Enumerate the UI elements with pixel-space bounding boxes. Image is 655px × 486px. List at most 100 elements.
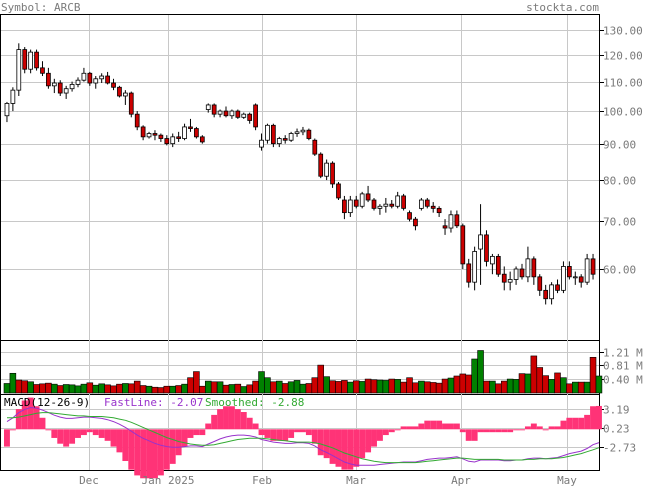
- price-tick-label: 60.00: [603, 264, 636, 277]
- macd-smoothed-line: [7, 412, 600, 464]
- volume-bar: [311, 377, 319, 394]
- candle: [513, 266, 519, 285]
- volume-bar: [577, 381, 585, 394]
- candle: [87, 71, 93, 86]
- macd-histogram-bar: [430, 420, 437, 430]
- candle: [205, 103, 211, 113]
- macd-histogram-bar: [57, 429, 64, 444]
- candle-body: [549, 284, 554, 300]
- volume-bar: [329, 380, 336, 394]
- candle-body: [377, 205, 383, 209]
- volume-bar: [276, 380, 283, 394]
- macd-histogram-bar: [424, 420, 431, 430]
- macd-histogram-bar: [548, 426, 555, 430]
- candle: [117, 85, 122, 98]
- volume-bar: [459, 373, 467, 394]
- candle-body: [294, 131, 300, 134]
- macd-histogram-bar: [453, 423, 460, 430]
- candle: [318, 152, 324, 179]
- volume-bar: [252, 380, 259, 394]
- candle: [128, 91, 134, 118]
- candle: [81, 67, 87, 82]
- macd-histogram-bar: [489, 429, 496, 433]
- candle: [22, 47, 28, 74]
- macd-histogram-bar: [187, 429, 194, 438]
- candle-body: [395, 195, 401, 207]
- macd-histogram-bar: [566, 417, 573, 430]
- date-tick-label: Dec: [79, 474, 99, 486]
- macd-histogram-bar: [542, 429, 549, 431]
- macd-histogram-bar: [459, 429, 466, 433]
- candle: [413, 216, 418, 231]
- volume-bar: [80, 383, 88, 394]
- candle-body: [4, 103, 10, 117]
- macd-lines: [6, 406, 600, 466]
- candle: [140, 125, 146, 141]
- candle: [28, 49, 33, 74]
- macd-histogram-bar: [15, 409, 22, 430]
- macd-histogram-bar: [418, 423, 425, 430]
- price-tick-label: 90.00: [603, 139, 636, 152]
- candle-body: [93, 78, 99, 84]
- volume-bar: [204, 380, 212, 394]
- macd-histogram-bar: [329, 429, 336, 464]
- candle: [472, 246, 477, 291]
- date-tick-label: Jan 2025: [142, 474, 195, 486]
- macd-histogram-bar: [323, 429, 330, 459]
- volume-bar: [169, 385, 176, 394]
- macd-histogram-bar: [311, 429, 318, 444]
- candle-body: [430, 205, 436, 209]
- macd-histogram-bar: [554, 426, 561, 430]
- candle-body: [478, 234, 483, 250]
- macd-histogram-bar: [507, 429, 514, 433]
- macd-histogram-bar: [483, 429, 490, 433]
- candle-body: [211, 104, 217, 115]
- candle-body: [501, 273, 507, 283]
- volume-tick-label: 0.40 M: [603, 374, 643, 387]
- candle-body: [555, 284, 560, 291]
- candle-body: [365, 193, 371, 201]
- macd-smoothed-label: Smoothed: -2.88: [205, 396, 304, 409]
- candle-body: [330, 162, 335, 185]
- volume-bar: [542, 375, 549, 394]
- macd-histogram-bar: [21, 400, 28, 430]
- macd-histogram-bar: [51, 429, 58, 438]
- candle-body: [199, 136, 205, 143]
- volume-bar: [554, 372, 561, 394]
- price-tick-label: 80.00: [603, 175, 636, 188]
- candle-body: [259, 139, 264, 148]
- candle: [294, 128, 300, 137]
- volume-axis: 1.21 M0.81 M0.40 M: [600, 347, 643, 387]
- date-tick-label: Mar: [346, 474, 366, 486]
- volume-bar: [187, 377, 194, 394]
- macd-histogram-bar: [86, 429, 93, 433]
- volume-bar: [33, 384, 40, 394]
- candle: [46, 67, 51, 89]
- candle: [158, 133, 164, 142]
- macd-histogram-bar: [400, 426, 407, 430]
- candle: [99, 73, 105, 84]
- candle: [561, 261, 566, 294]
- candle-body: [271, 124, 276, 145]
- candle-body: [253, 104, 258, 128]
- volume-bar: [139, 385, 147, 394]
- candle: [543, 284, 549, 305]
- candle-body: [401, 195, 406, 209]
- macd-histogram-bar: [98, 429, 105, 438]
- macd-histogram-bar: [300, 429, 306, 433]
- volume-bar: [347, 381, 354, 394]
- candle-body: [590, 258, 596, 275]
- price-tick-label: 120.00: [603, 50, 643, 63]
- macd-histogram-bar: [282, 429, 289, 441]
- volume-bar: [222, 384, 230, 394]
- candle: [395, 191, 401, 209]
- macd-histogram-bar: [199, 429, 206, 436]
- candle: [10, 87, 16, 112]
- volume-bar: [352, 380, 360, 394]
- volume-bar: [21, 380, 28, 394]
- date-tick-label: Feb: [252, 474, 272, 486]
- candle: [182, 123, 187, 141]
- macd-histogram-bar: [347, 429, 354, 470]
- candle: [365, 185, 371, 203]
- candle-body: [359, 193, 365, 207]
